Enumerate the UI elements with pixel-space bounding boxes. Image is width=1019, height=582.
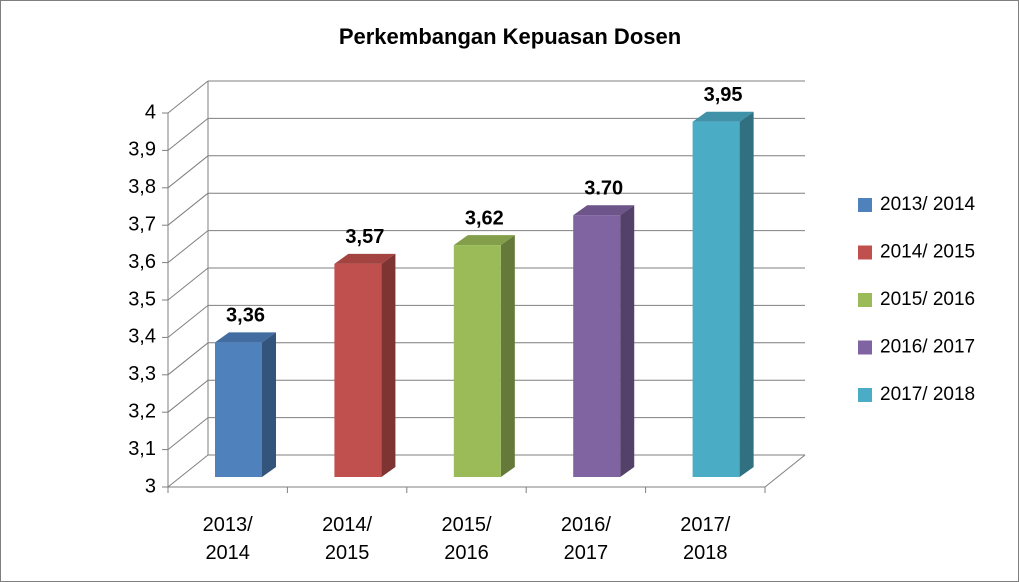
bar-top xyxy=(453,235,515,246)
y-tick-label: 3 xyxy=(145,475,156,497)
floor-right xyxy=(764,454,806,488)
bar-side-shade xyxy=(739,111,754,477)
grid-diagonal xyxy=(167,155,209,189)
bar-side-shade xyxy=(500,235,515,477)
bar-side xyxy=(620,205,635,477)
bar-top xyxy=(334,253,396,264)
bar-side-shade xyxy=(620,205,635,477)
grid-diagonal xyxy=(167,80,209,114)
y-tick-label: 3,4 xyxy=(128,326,156,348)
x-tick-label: 2014/ 2015 xyxy=(322,514,373,564)
grid-diagonal xyxy=(167,192,209,226)
value-label: 3,57 xyxy=(345,226,384,248)
bar-top-shade xyxy=(453,235,515,246)
legend-swatch xyxy=(858,198,872,212)
bar-side xyxy=(381,253,396,477)
y-tick-label: 3,3 xyxy=(128,363,156,385)
bar-side xyxy=(500,235,515,477)
value-label: 3,95 xyxy=(704,84,743,106)
bar xyxy=(215,342,262,477)
value-label: 3,36 xyxy=(226,305,265,327)
bar-top xyxy=(692,111,754,122)
bar xyxy=(692,121,740,477)
value-label: 3.70 xyxy=(584,177,623,199)
y-tick-label: 3,2 xyxy=(128,400,156,422)
bar xyxy=(573,215,621,477)
legend-label: 2013/ 2014 xyxy=(880,194,976,215)
y-tick-label: 4 xyxy=(145,101,156,123)
y-tick-label: 3,9 xyxy=(128,139,156,161)
bar-side xyxy=(739,111,754,477)
bar-top-shade xyxy=(573,205,635,216)
legend-swatch xyxy=(858,388,872,402)
grid-diagonal xyxy=(167,305,209,338)
bar-side-shade xyxy=(262,332,276,477)
grid-diagonal xyxy=(167,417,209,450)
grid-diagonal xyxy=(167,379,209,413)
x-tick-label: 2013/ 2014 xyxy=(202,514,253,564)
grid-diagonal xyxy=(167,342,209,376)
legend-label: 2014/ 2015 xyxy=(880,242,975,263)
grid-diagonal xyxy=(167,118,209,151)
bar-side-shade xyxy=(381,253,396,477)
bar-top xyxy=(215,332,276,343)
grid-diagonal xyxy=(167,454,209,488)
y-tick-label: 3,7 xyxy=(128,213,156,235)
bar-top-shade xyxy=(215,332,276,343)
y-tick-label: 3,8 xyxy=(128,176,156,198)
value-label: 3,62 xyxy=(465,207,504,229)
legend-label: 2017/ 2018 xyxy=(880,384,975,405)
bar-side xyxy=(262,332,276,477)
x-tick-label: 2017/ 2018 xyxy=(680,514,731,564)
bar xyxy=(453,245,501,477)
grid-diagonal xyxy=(167,230,209,263)
y-tick-label: 3,5 xyxy=(128,288,156,310)
legend-label: 2016/ 2017 xyxy=(880,337,975,358)
bar-top-shade xyxy=(334,253,396,264)
y-tick-label: 3,1 xyxy=(128,438,156,460)
y-tick-label: 3,6 xyxy=(128,251,156,273)
chart-title: Perkembangan Kepuasan Dosen xyxy=(339,24,681,49)
legend-swatch xyxy=(858,340,872,355)
legend-swatch xyxy=(858,293,872,307)
x-tick-label: 2016/ 2017 xyxy=(560,514,611,564)
bar xyxy=(334,263,382,477)
x-tick-label: 2015/ 2016 xyxy=(441,514,492,564)
bar-top-shade xyxy=(692,111,754,122)
legend-swatch xyxy=(858,245,872,260)
legend-label: 2015/ 2016 xyxy=(880,289,975,310)
bar-top xyxy=(573,205,635,216)
grid-diagonal xyxy=(167,267,209,301)
